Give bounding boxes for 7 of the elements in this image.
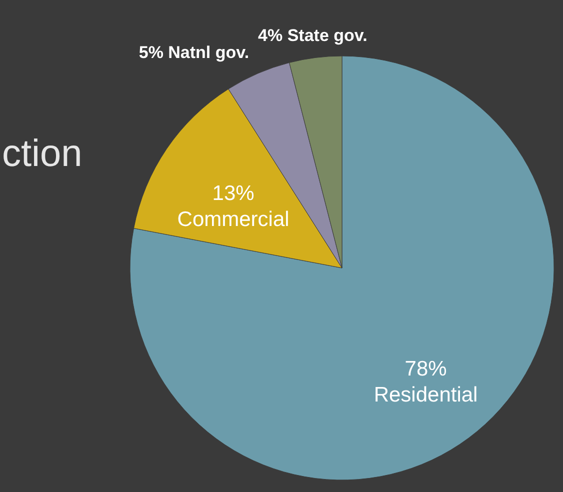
- text: ction: [2, 133, 82, 175]
- data-label: 13%: [212, 182, 254, 206]
- data-label: 78%: [404, 357, 447, 380]
- slice-label: Residential: [374, 383, 478, 406]
- slice-label: Commercial: [177, 208, 290, 232]
- slice-label: 5% Natnl gov.: [138, 43, 250, 62]
- slice-label: 4% State gov.: [258, 26, 368, 45]
